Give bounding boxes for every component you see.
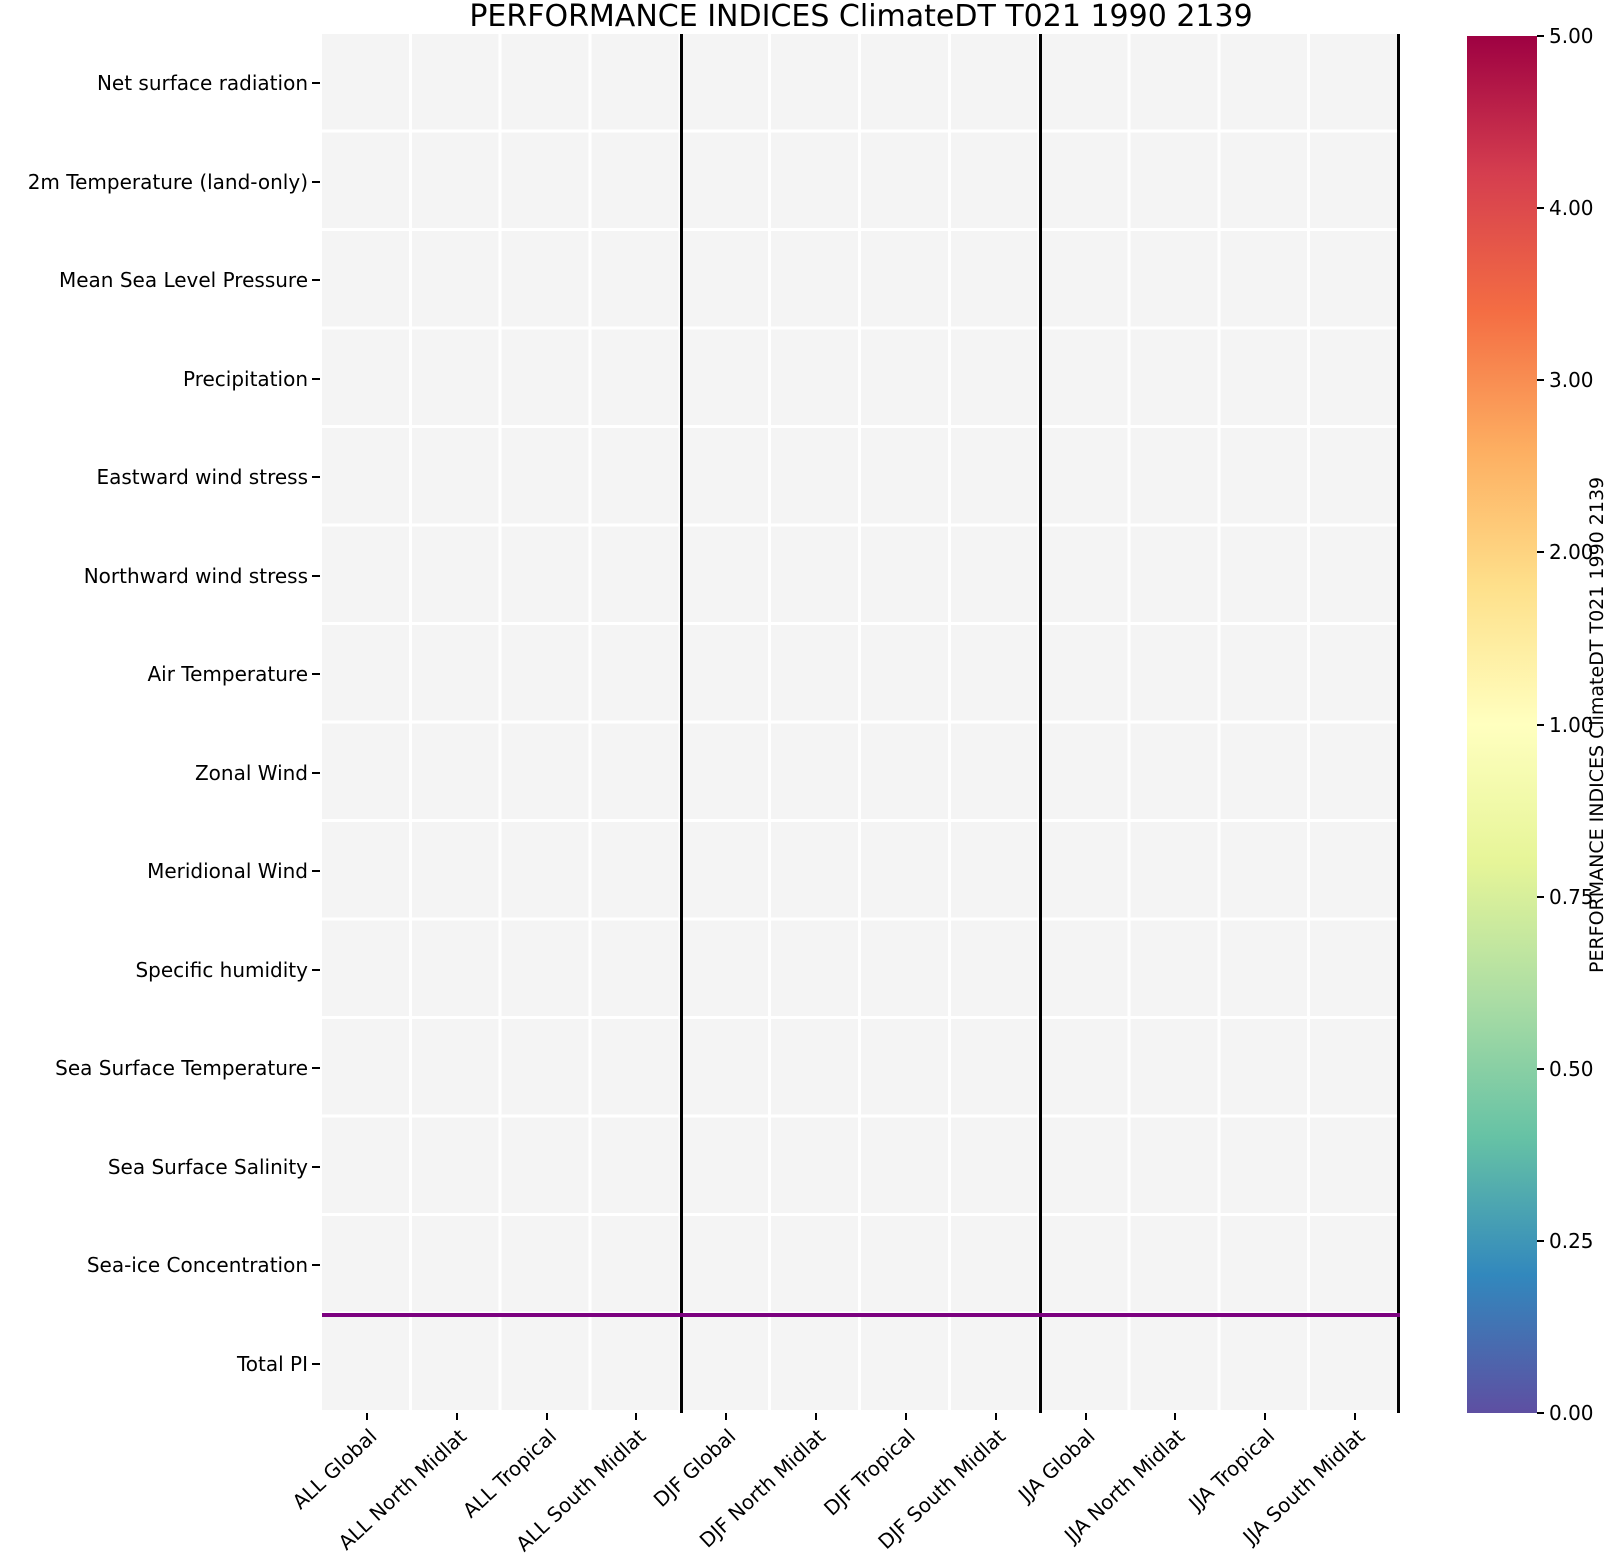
colorbar-tick-label: 3.00 [1549, 368, 1594, 393]
chart-title: PERFORMANCE INDICES ClimateDT T021 1990 … [469, 0, 1253, 34]
colorbar-tick-label: 0.75 [1549, 884, 1594, 909]
y-tick-label: Total PI [236, 1351, 308, 1376]
colorbar-tick-mark [1537, 207, 1544, 210]
y-tick-mark [312, 476, 320, 479]
y-tick-label: 2m Temperature (land-only) [27, 169, 308, 194]
y-row: Air Temperature [0, 625, 308, 724]
colorbar-tick-label: 1.00 [1549, 712, 1594, 737]
x-tick-mark [904, 1413, 907, 1420]
colorbar-tick-mark [1537, 723, 1544, 726]
y-tick-label: Precipitation [182, 366, 308, 391]
y-tick-label: Eastward wind stress [96, 465, 308, 490]
y-axis-tick-marks [312, 34, 321, 1413]
x-tick-mark [1354, 1413, 1357, 1420]
colorbar-tick-label: 0.50 [1549, 1056, 1594, 1081]
x-tick-mark [545, 1413, 548, 1420]
y-tick-mark [312, 771, 320, 774]
y-axis: Net surface radiation 2m Temperature (la… [0, 34, 308, 1413]
total-pi-separator-line [322, 1312, 1400, 1317]
y-tick-label: Net surface radiation [96, 71, 308, 96]
group-separator-line [1397, 34, 1400, 1413]
y-tick-label: Specific humidity [135, 957, 308, 982]
y-tick-mark [312, 1264, 320, 1267]
y-tick-mark [312, 1165, 320, 1168]
y-tick-label: Air Temperature [147, 662, 308, 687]
x-tick-label: DJF Global [648, 1424, 741, 1512]
colorbar-tick-label: 2.00 [1549, 540, 1594, 565]
y-row: Net surface radiation [0, 34, 308, 133]
colorbar-tick: 0.25 [1537, 1229, 1594, 1253]
x-tick-mark [365, 1413, 368, 1420]
y-tick-mark [312, 673, 320, 676]
x-tick-label: JJA Global [1013, 1424, 1100, 1507]
y-tick-label: Meridional Wind [147, 859, 308, 884]
y-tick-label: Sea Surface Temperature [55, 1056, 308, 1081]
y-row: Mean Sea Level Pressure [0, 231, 308, 330]
y-tick-mark [312, 870, 320, 873]
y-row: Precipitation [0, 330, 308, 429]
y-tick-mark [312, 377, 320, 380]
colorbar-tick-label: 4.00 [1549, 196, 1594, 221]
colorbar-tick: 1.00 [1537, 713, 1594, 737]
x-tick-mark [1174, 1413, 1177, 1420]
colorbar-tick: 5.00 [1537, 24, 1594, 48]
y-tick-label: Zonal Wind [194, 760, 308, 785]
x-tick-mark [455, 1413, 458, 1420]
x-tick-label: JJA Tropical [1184, 1424, 1280, 1516]
y-tick-mark [312, 574, 320, 577]
colorbar-gradient [1467, 36, 1537, 1413]
x-tick-mark [725, 1413, 728, 1420]
x-tick-mark [815, 1413, 818, 1420]
colorbar-tick: 3.00 [1537, 368, 1594, 392]
y-row: Meridional Wind [0, 822, 308, 921]
colorbar-tick-label: 0.00 [1549, 1401, 1594, 1425]
colorbar-tick-mark [1537, 35, 1544, 37]
colorbar-tick-mark [1537, 1239, 1544, 1242]
y-row: Northward wind stress [0, 527, 308, 626]
colorbar-tick-mark [1537, 895, 1544, 898]
x-tick-mark [994, 1413, 997, 1420]
colorbar-tick-label: 5.00 [1549, 24, 1594, 48]
colorbar-tick-label: 0.25 [1549, 1228, 1594, 1253]
y-tick-mark [312, 968, 320, 971]
x-tick-label: ALL Global [287, 1424, 382, 1514]
group-separator-line [1039, 34, 1043, 1413]
colorbar-tick: 0.75 [1537, 885, 1594, 909]
colorbar-tick-mark [1537, 551, 1544, 554]
y-tick-mark [312, 279, 320, 282]
y-tick-mark [312, 1362, 320, 1365]
colorbar-tick-mark [1537, 1067, 1544, 1070]
x-axis: ALL Global ALL North Midlat ALL Tropical… [287, 1424, 1400, 1564]
x-tick-mark [635, 1413, 638, 1420]
colorbar-tick-mark [1537, 379, 1544, 382]
y-tick-label: Sea-ice Concentration [86, 1253, 308, 1278]
heatmap-grid [322, 34, 1400, 1413]
y-tick-mark [312, 180, 320, 183]
colorbar-tick: 4.00 [1537, 196, 1594, 220]
y-row: Total PI [0, 1315, 308, 1414]
colorbar-label: PERFORMANCE INDICES ClimateDT T021 1990 … [1586, 476, 1608, 973]
y-row: Specific humidity [0, 921, 308, 1020]
x-axis-tick-marks [322, 1413, 1400, 1421]
colorbar-tick: 0.50 [1537, 1057, 1594, 1081]
y-row: Sea-ice Concentration [0, 1216, 308, 1315]
y-tick-mark [312, 1067, 320, 1070]
x-tick-mark [1264, 1413, 1267, 1420]
colorbar-axis: 5.00 4.00 3.00 2.00 1.00 0.75 0.50 0.25 … [1537, 24, 1614, 1425]
colorbar-tick-mark [1537, 1412, 1544, 1414]
y-tick-label: Northward wind stress [83, 563, 308, 588]
y-tick-label: Sea Surface Salinity [107, 1154, 308, 1179]
y-row: Eastward wind stress [0, 428, 308, 527]
y-tick-label: Mean Sea Level Pressure [58, 268, 308, 293]
y-row: Zonal Wind [0, 724, 308, 823]
y-row: Sea Surface Salinity [0, 1118, 308, 1217]
y-tick-mark [312, 82, 320, 85]
colorbar-tick: 2.00 [1537, 540, 1594, 564]
y-row: 2m Temperature (land-only) [0, 133, 308, 232]
y-row: Sea Surface Temperature [0, 1019, 308, 1118]
group-separator-line [679, 34, 683, 1413]
colorbar-tick: 0.00 [1537, 1401, 1594, 1425]
x-tick-mark [1084, 1413, 1087, 1420]
